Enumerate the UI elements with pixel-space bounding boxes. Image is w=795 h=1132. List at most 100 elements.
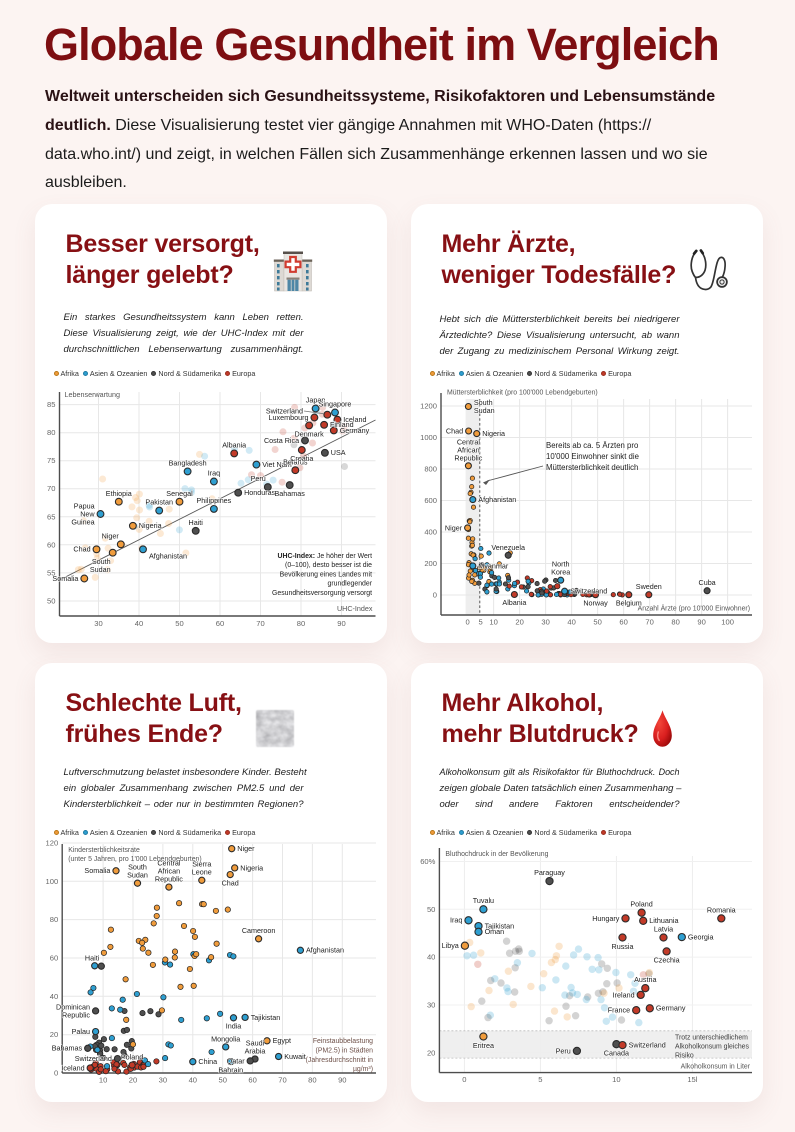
svg-text:1000: 1000 — [420, 433, 437, 442]
svg-text:Chad: Chad — [73, 545, 90, 554]
svg-text:70: 70 — [256, 619, 264, 628]
svg-text:Tajikistan: Tajikistan — [484, 922, 514, 931]
svg-text:Philippines: Philippines — [196, 496, 231, 505]
svg-text:Austria: Austria — [634, 975, 656, 984]
svg-text:0: 0 — [462, 1075, 466, 1084]
svg-text:40: 40 — [49, 992, 57, 1001]
svg-text:Chad: Chad — [445, 427, 462, 436]
svg-text:100: 100 — [721, 618, 734, 627]
svg-text:Central: Central — [456, 437, 480, 446]
svg-text:50: 50 — [426, 905, 434, 914]
svg-text:Denmark: Denmark — [294, 430, 324, 439]
svg-text:Switzerland: Switzerland — [628, 1041, 665, 1050]
svg-text:40: 40 — [567, 618, 575, 627]
svg-text:30: 30 — [158, 1076, 166, 1085]
svg-text:Alkoholkonsum in Liter: Alkoholkonsum in Liter — [680, 1064, 750, 1071]
svg-text:USA: USA — [330, 448, 345, 457]
svg-text:85: 85 — [47, 400, 55, 409]
svg-text:Niger: Niger — [101, 532, 119, 541]
svg-text:40: 40 — [426, 953, 434, 962]
svg-text:Bereits ab ca. 5 Ärzten pro: Bereits ab ca. 5 Ärzten pro — [546, 441, 639, 450]
svg-text:55: 55 — [47, 569, 55, 578]
svg-text:30: 30 — [94, 619, 102, 628]
svg-text:100: 100 — [45, 877, 58, 886]
svg-text:Tuvalu: Tuvalu — [472, 896, 493, 905]
svg-text:Bevölkerung eines Landes mit: Bevölkerung eines Landes mit — [279, 572, 371, 579]
svg-text:Croatia: Croatia — [290, 454, 313, 463]
svg-text:Afghanistan: Afghanistan — [306, 946, 344, 955]
svg-text:800: 800 — [424, 465, 437, 474]
svg-text:Müttersterblichkeit (pro 100'0: Müttersterblichkeit (pro 100'000 Lebendg… — [447, 390, 598, 397]
svg-text:Arabia: Arabia — [244, 1047, 265, 1056]
svg-text:Luxembourg: Luxembourg — [268, 413, 308, 422]
svg-text:Chad: Chad — [221, 879, 238, 888]
svg-text:Kindersterblichkeitsrate: Kindersterblichkeitsrate — [68, 847, 140, 854]
svg-text:5: 5 — [478, 618, 482, 627]
svg-text:80: 80 — [308, 1076, 316, 1085]
svg-text:Alkoholkonsum gleiches: Alkoholkonsum gleiches — [675, 1044, 749, 1051]
svg-text:20: 20 — [515, 618, 523, 627]
svg-text:Haiti: Haiti — [188, 518, 203, 527]
svg-text:Belarus: Belarus — [283, 457, 308, 466]
svg-text:Norway: Norway — [583, 599, 608, 608]
svg-text:Cameroon: Cameroon — [241, 926, 275, 935]
svg-text:120: 120 — [45, 839, 58, 848]
svg-text:Niger: Niger — [444, 523, 462, 532]
svg-text:UHC-Index: Je höher der Wert: UHC-Index: Je höher der Wert — [277, 553, 372, 560]
svg-text:South: South — [473, 398, 492, 407]
svg-text:70: 70 — [278, 1076, 286, 1085]
svg-text:Republic: Republic — [154, 875, 182, 884]
svg-text:Albania: Albania — [222, 441, 246, 450]
svg-text:Trotz unterschiedlichem: Trotz unterschiedlichem — [675, 1034, 748, 1041]
svg-text:Honduras: Honduras — [244, 488, 276, 497]
svg-text:Bluthochdruck in der Bevölkeru: Bluthochdruck in der Bevölkerung — [445, 851, 548, 858]
svg-text:Peru: Peru — [555, 1046, 570, 1055]
svg-text:Latvia: Latvia — [653, 925, 672, 934]
svg-text:80: 80 — [47, 428, 55, 437]
svg-text:Czechia: Czechia — [653, 956, 679, 965]
svg-text:Sweden: Sweden — [635, 582, 661, 591]
svg-text:Afghanistan: Afghanistan — [149, 551, 187, 560]
svg-text:10: 10 — [489, 618, 497, 627]
svg-text:Papua: Papua — [73, 502, 94, 511]
svg-text:70: 70 — [47, 484, 55, 493]
svg-text:(Jahresdurchschnitt in: (Jahresdurchschnitt in — [305, 1057, 373, 1064]
svg-text:Singapore: Singapore — [318, 400, 351, 409]
svg-text:Sudan: Sudan — [127, 871, 148, 880]
svg-text:Poland: Poland — [630, 900, 652, 909]
svg-text:Republic: Republic — [454, 453, 482, 462]
svg-text:60: 60 — [248, 1076, 256, 1085]
svg-text:Canada: Canada — [603, 1049, 628, 1058]
svg-text:Dominican: Dominican — [56, 1002, 90, 1011]
svg-text:Japan: Japan — [305, 396, 325, 405]
svg-text:90: 90 — [697, 618, 705, 627]
svg-text:China: China — [198, 1057, 217, 1066]
svg-text:Bahamas: Bahamas — [51, 1044, 82, 1053]
svg-text:Risiko: Risiko — [675, 1053, 694, 1060]
svg-text:90: 90 — [337, 619, 345, 628]
svg-text:15l: 15l — [687, 1075, 697, 1084]
svg-text:50: 50 — [218, 1076, 226, 1085]
svg-text:New: New — [80, 510, 95, 519]
svg-text:Ireland: Ireland — [612, 990, 634, 999]
svg-text:Georgia: Georgia — [687, 933, 713, 942]
svg-text:1200: 1200 — [420, 402, 437, 411]
svg-text:Venezuela: Venezuela — [491, 543, 525, 552]
svg-text:Republic: Republic — [62, 1010, 90, 1019]
svg-text:Korea: Korea — [551, 568, 570, 577]
svg-text:60: 60 — [619, 618, 627, 627]
svg-text:0: 0 — [432, 591, 436, 600]
svg-text:50: 50 — [47, 597, 55, 606]
svg-text:Anzahl Ärzte (pro 10'000 Einwo: Anzahl Ärzte (pro 10'000 Einwohner) — [637, 605, 749, 613]
svg-text:Finland: Finland — [330, 420, 354, 429]
svg-text:grundlegender: grundlegender — [327, 581, 372, 588]
svg-text:20: 20 — [426, 1048, 434, 1057]
svg-text:Lebenserwartung: Lebenserwartung — [64, 390, 120, 399]
svg-text:50: 50 — [175, 619, 183, 628]
svg-text:Guinea: Guinea — [71, 518, 94, 527]
svg-text:Romania: Romania — [706, 905, 735, 914]
svg-text:Niger: Niger — [237, 844, 255, 853]
svg-text:Peru: Peru — [250, 474, 265, 483]
svg-text:Switzerland: Switzerland — [265, 407, 302, 416]
svg-text:20: 20 — [49, 1030, 57, 1039]
